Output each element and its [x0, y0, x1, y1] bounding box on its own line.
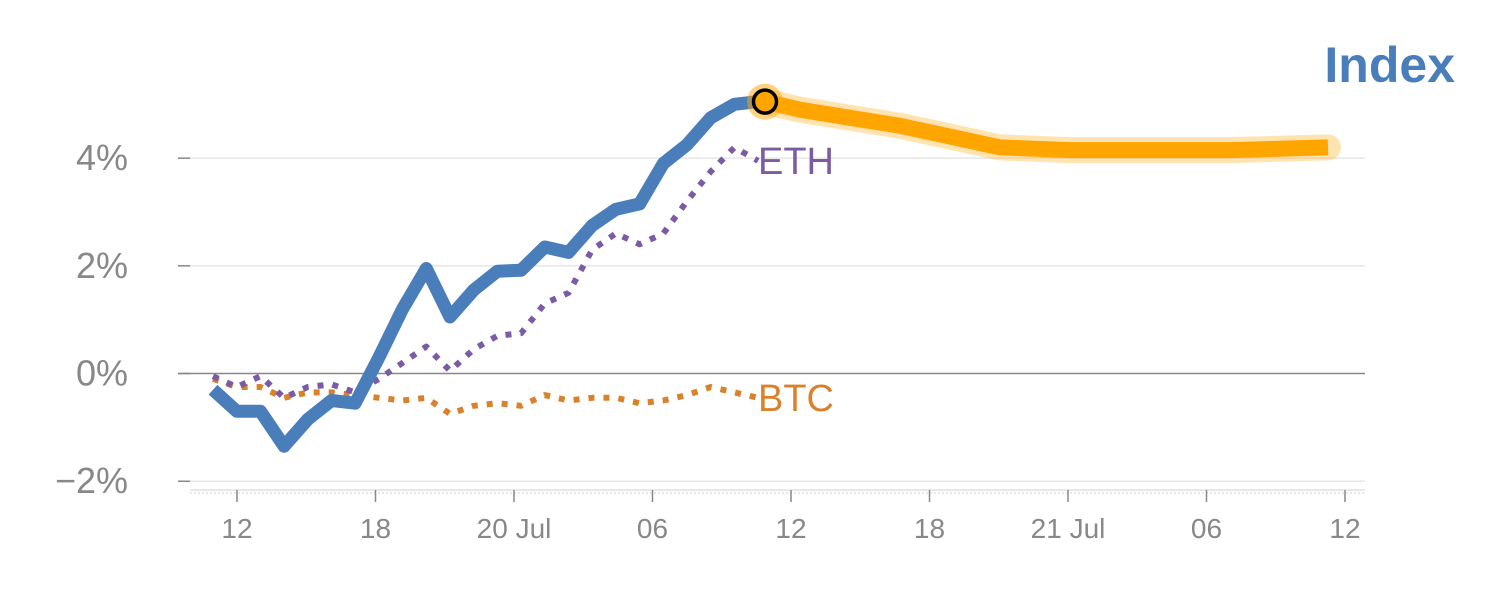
btc-series-label: BTC — [758, 378, 834, 420]
x-tick-label: 12 — [775, 513, 806, 544]
x-tick-label: 18 — [360, 513, 391, 544]
x-tick-label: 18 — [914, 513, 945, 544]
x-axis: 12 18 20 Jul 06 12 18 21 Jul 06 12 — [190, 489, 1365, 544]
series-labels: ETH BTC — [758, 141, 834, 420]
btc-series-line — [212, 376, 759, 417]
y-tick-label: 0% — [76, 353, 128, 394]
y-tick-label: 4% — [76, 137, 128, 178]
gridlines — [178, 157, 1365, 482]
eth-series-line — [211, 144, 760, 401]
eth-series-label: ETH — [758, 141, 834, 183]
y-tick-label: −2% — [55, 460, 128, 501]
x-tick-label: 06 — [1191, 513, 1222, 544]
x-tick-label: 21 Jul — [1031, 513, 1106, 544]
y-tick-label: 2% — [76, 245, 128, 286]
x-tick-label: 06 — [637, 513, 668, 544]
x-tick-label: 12 — [221, 513, 252, 544]
index-series-line — [208, 95, 759, 453]
chart-title: Index — [1324, 37, 1455, 93]
y-axis: −2% 0% 2% 4% — [55, 137, 190, 501]
x-tick-label: 12 — [1329, 513, 1360, 544]
forecast-line — [763, 93, 1329, 159]
series-lines — [208, 83, 1341, 453]
x-tick-label: 20 Jul — [477, 513, 552, 544]
endpoint-marker — [751, 88, 779, 115]
